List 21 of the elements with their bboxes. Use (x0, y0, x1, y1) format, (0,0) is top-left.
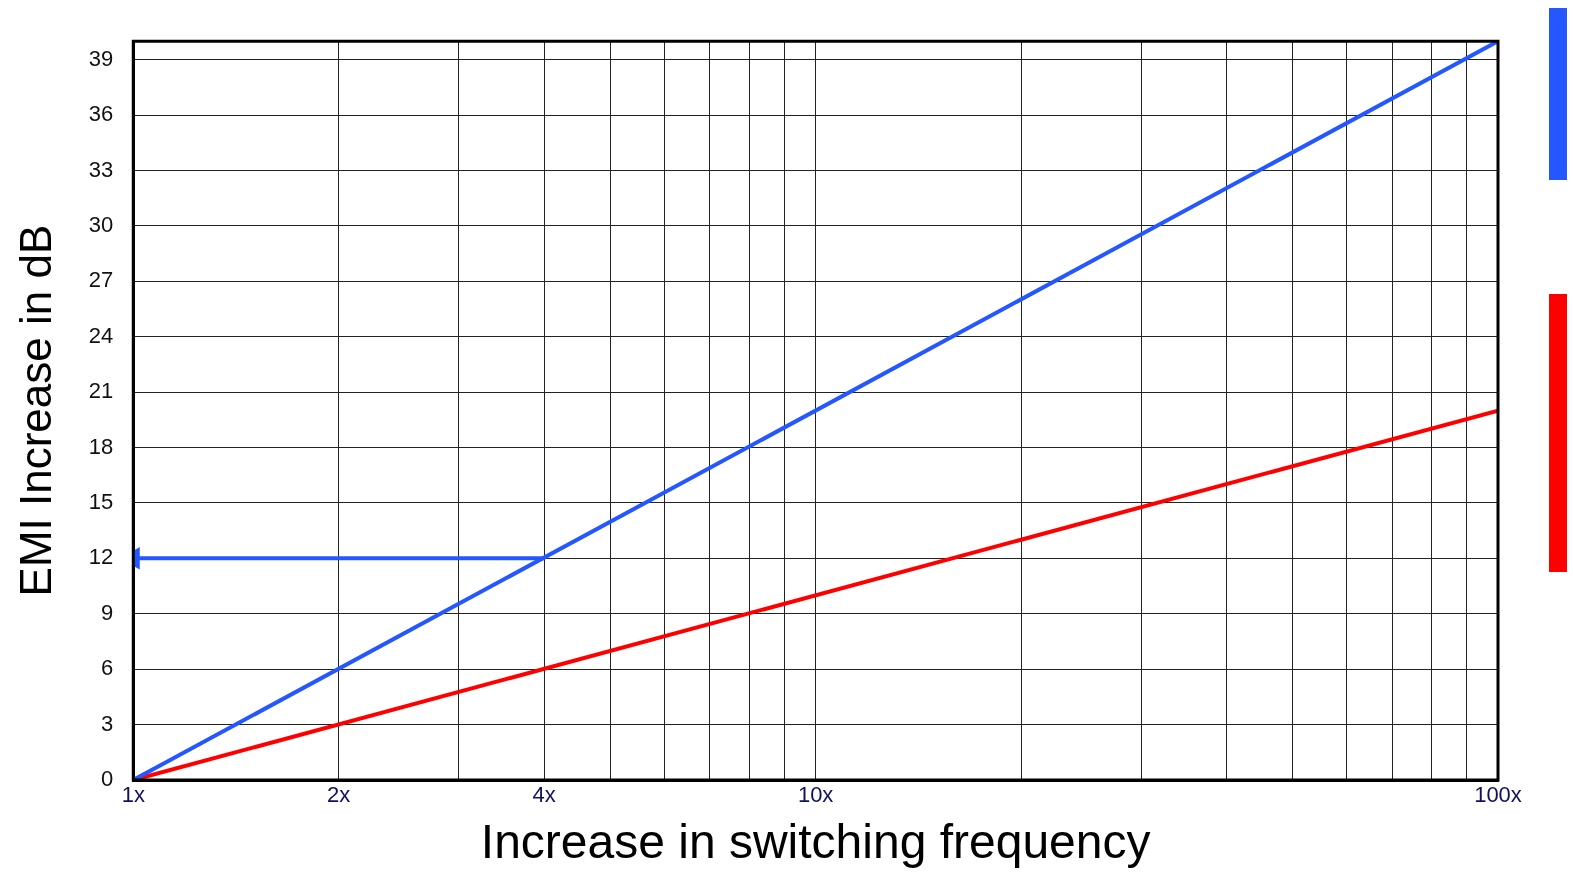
y-tick-label: 6 (101, 655, 114, 681)
x-tick-label: 10x (797, 782, 834, 808)
y-tick-label: 18 (88, 433, 114, 459)
y-tick-label: 21 (88, 378, 114, 404)
y-tick-label: 27 (88, 267, 114, 293)
y-tick-label: 39 (88, 45, 114, 71)
y-tick-label: 9 (101, 599, 114, 625)
y-tick-label: 33 (88, 156, 114, 182)
y-tick-label: 36 (88, 101, 114, 127)
x-tick-label: 2x (327, 782, 351, 808)
y-tick-label: 15 (88, 489, 114, 515)
x-tick-label: 4x (532, 782, 556, 808)
y-tick-label: 12 (88, 544, 114, 570)
y-axis-title: EMI Increase in dB (10, 224, 60, 597)
x-axis-title: Increase in switching frequency (480, 815, 1151, 869)
x-tick-label: 100x (1474, 782, 1522, 808)
y-tick-label: 30 (88, 211, 114, 237)
y-tick-label: 24 (88, 322, 114, 348)
x-tick-label: 1x (121, 782, 145, 808)
y-tick-label: 3 (101, 710, 114, 736)
y-tick-label: 0 (101, 766, 114, 792)
